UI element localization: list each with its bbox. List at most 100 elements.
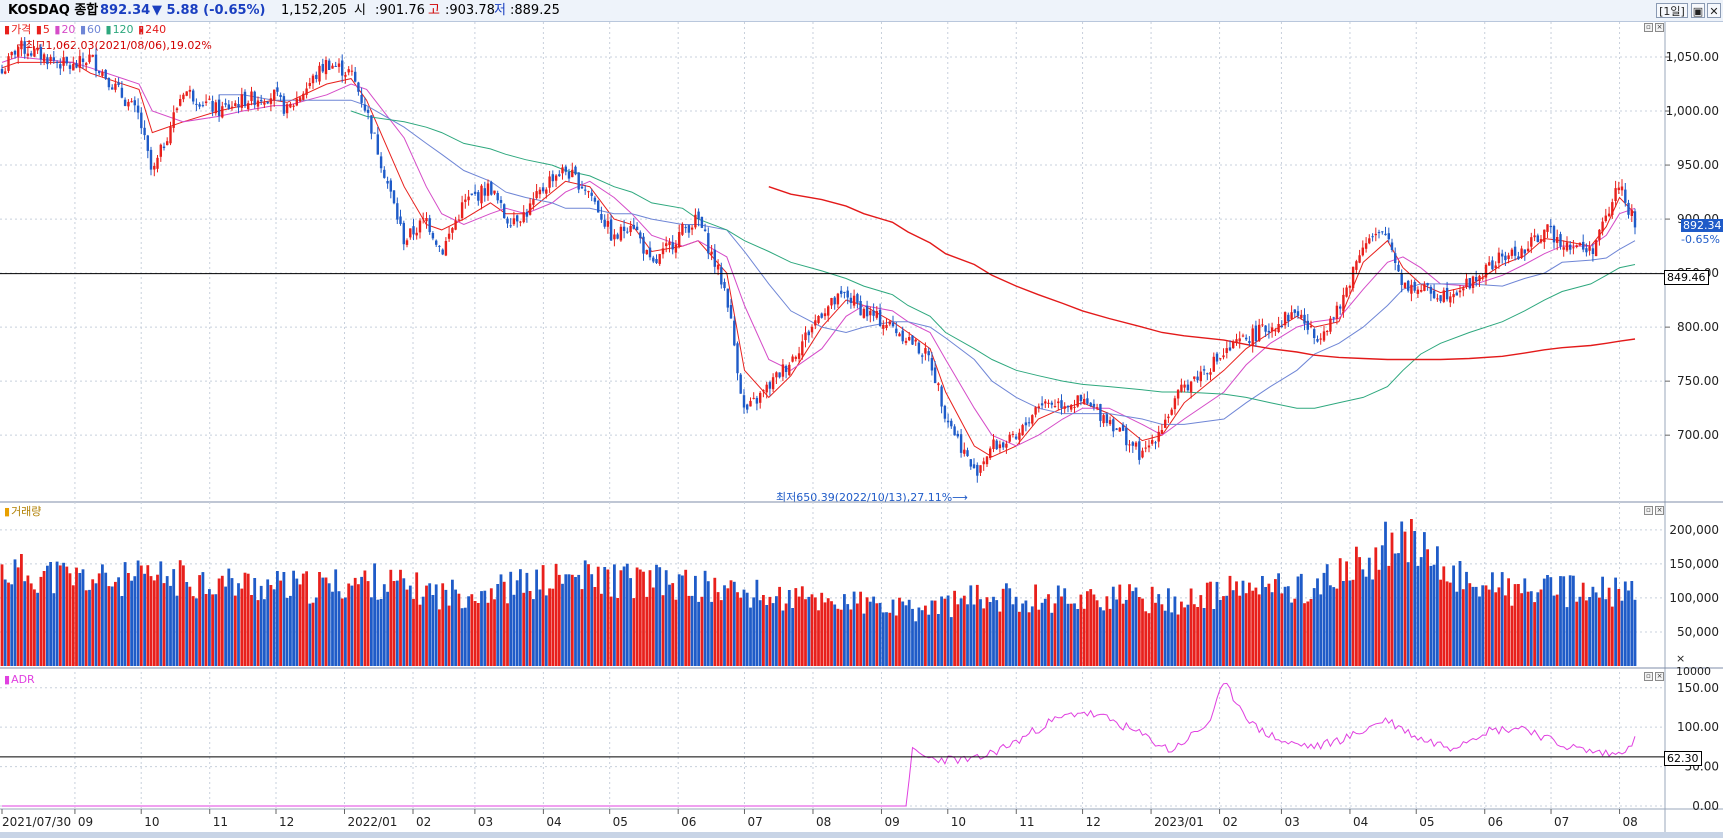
volume-bar — [1455, 591, 1459, 666]
candle-body — [597, 200, 600, 213]
price-panel-minimize-button[interactable]: ▫ — [1644, 23, 1653, 32]
volume-bar — [0, 564, 4, 666]
volume-bar — [347, 583, 351, 666]
candle-body — [428, 218, 431, 233]
candle-body — [694, 214, 697, 228]
candle-body — [1559, 234, 1562, 247]
candle-body — [392, 190, 396, 204]
candle-body — [1523, 249, 1526, 254]
candle-body — [865, 305, 869, 317]
candle-body — [937, 383, 940, 386]
volume-bar — [674, 599, 678, 666]
legend-price-marker: ▮ — [4, 23, 11, 36]
volume-bar — [1056, 585, 1060, 666]
candle-body — [1002, 442, 1005, 448]
volume-bar — [1108, 608, 1112, 666]
volume-bar — [1620, 600, 1624, 666]
candle-body — [506, 218, 509, 224]
volume-bar — [16, 567, 20, 666]
x-tick-label: 10 — [144, 815, 159, 829]
candle-body — [422, 218, 425, 220]
candle-body — [729, 305, 733, 319]
candle-body — [120, 87, 124, 98]
volume-bar — [755, 579, 759, 666]
candle-body — [998, 444, 1002, 449]
candle-body — [548, 176, 551, 188]
candle-body — [1095, 407, 1099, 409]
open-value: :901.76 — [375, 3, 425, 18]
volume-panel-close-button[interactable]: × — [1655, 506, 1664, 515]
candle-body — [946, 420, 950, 423]
volume-bar — [58, 565, 62, 666]
candle-body — [379, 156, 383, 169]
candle-body — [182, 94, 185, 100]
candle-body — [107, 78, 111, 88]
close-button[interactable]: ✕ — [1707, 3, 1721, 18]
candle-body — [690, 227, 694, 230]
volume-bar — [415, 572, 419, 666]
period-button[interactable]: [1일] — [1656, 3, 1688, 18]
candle-body — [36, 47, 39, 51]
adr-panel-title: ADR — [11, 673, 35, 686]
volume-bar — [250, 595, 253, 666]
x-tick-label: 04 — [1353, 815, 1368, 829]
adr-panel-close-button[interactable]: × — [1655, 672, 1664, 681]
x-tick-label: 08 — [816, 815, 831, 829]
candle-body — [464, 199, 467, 202]
x-tick-label: 12 — [279, 815, 294, 829]
candle-body — [295, 98, 298, 106]
volume-bar — [1092, 594, 1096, 666]
volume-bar — [175, 595, 179, 666]
candle-body — [1154, 442, 1157, 444]
volume-bar — [460, 608, 464, 666]
candle-body — [260, 99, 263, 102]
candle-body — [545, 189, 548, 194]
candle-body — [1322, 331, 1326, 341]
candle-body — [532, 199, 535, 205]
candle-body — [1533, 235, 1536, 238]
symbol-name[interactable]: KOSDAQ 종합 — [8, 3, 99, 18]
volume-bar — [752, 597, 756, 666]
candle-body — [859, 301, 862, 316]
volume-bar — [512, 594, 516, 666]
volume-bar — [1176, 614, 1180, 666]
volume-bar — [224, 586, 227, 666]
volume-bar — [1607, 587, 1611, 666]
candle-body — [23, 41, 26, 54]
candle-body — [804, 332, 807, 341]
candle-body — [1390, 242, 1394, 250]
volume-bar — [256, 600, 260, 666]
candle-body — [451, 228, 454, 233]
adr-panel-minimize-button[interactable]: ▫ — [1644, 672, 1653, 681]
candle-body — [227, 104, 230, 109]
candle-body — [1452, 294, 1455, 298]
candle-body — [541, 187, 545, 192]
volume-bar — [130, 580, 133, 666]
candle-body — [1403, 282, 1407, 288]
volume-bar — [726, 588, 730, 666]
volume-panel-minimize-button[interactable]: ▫ — [1644, 506, 1653, 515]
price-panel-close-button[interactable]: × — [1655, 23, 1664, 32]
candle-body — [1410, 284, 1413, 294]
candle-body — [626, 231, 629, 233]
candle-body — [123, 99, 127, 106]
volume-bar — [20, 554, 23, 666]
candle-body — [136, 105, 140, 113]
low-annotation: 최저650.39(2022/10/13),27.11%⟶ — [776, 489, 968, 505]
volume-bar — [544, 595, 548, 666]
candle-body — [269, 98, 273, 104]
restore-button[interactable]: ▣ — [1691, 3, 1705, 18]
x-tick-label: 07 — [1554, 815, 1569, 829]
volume-bar — [373, 563, 376, 666]
volume-bar — [658, 567, 662, 666]
volume-bar — [1397, 553, 1400, 666]
volume-bar — [1484, 585, 1488, 666]
candle-body — [791, 356, 794, 362]
volume-bar — [1345, 561, 1348, 666]
horizontal-scrollbar[interactable] — [0, 832, 1723, 838]
candle-body — [360, 95, 363, 103]
volume-bar — [263, 599, 266, 666]
candle-body — [1517, 256, 1520, 260]
volume-bar — [1559, 576, 1562, 666]
